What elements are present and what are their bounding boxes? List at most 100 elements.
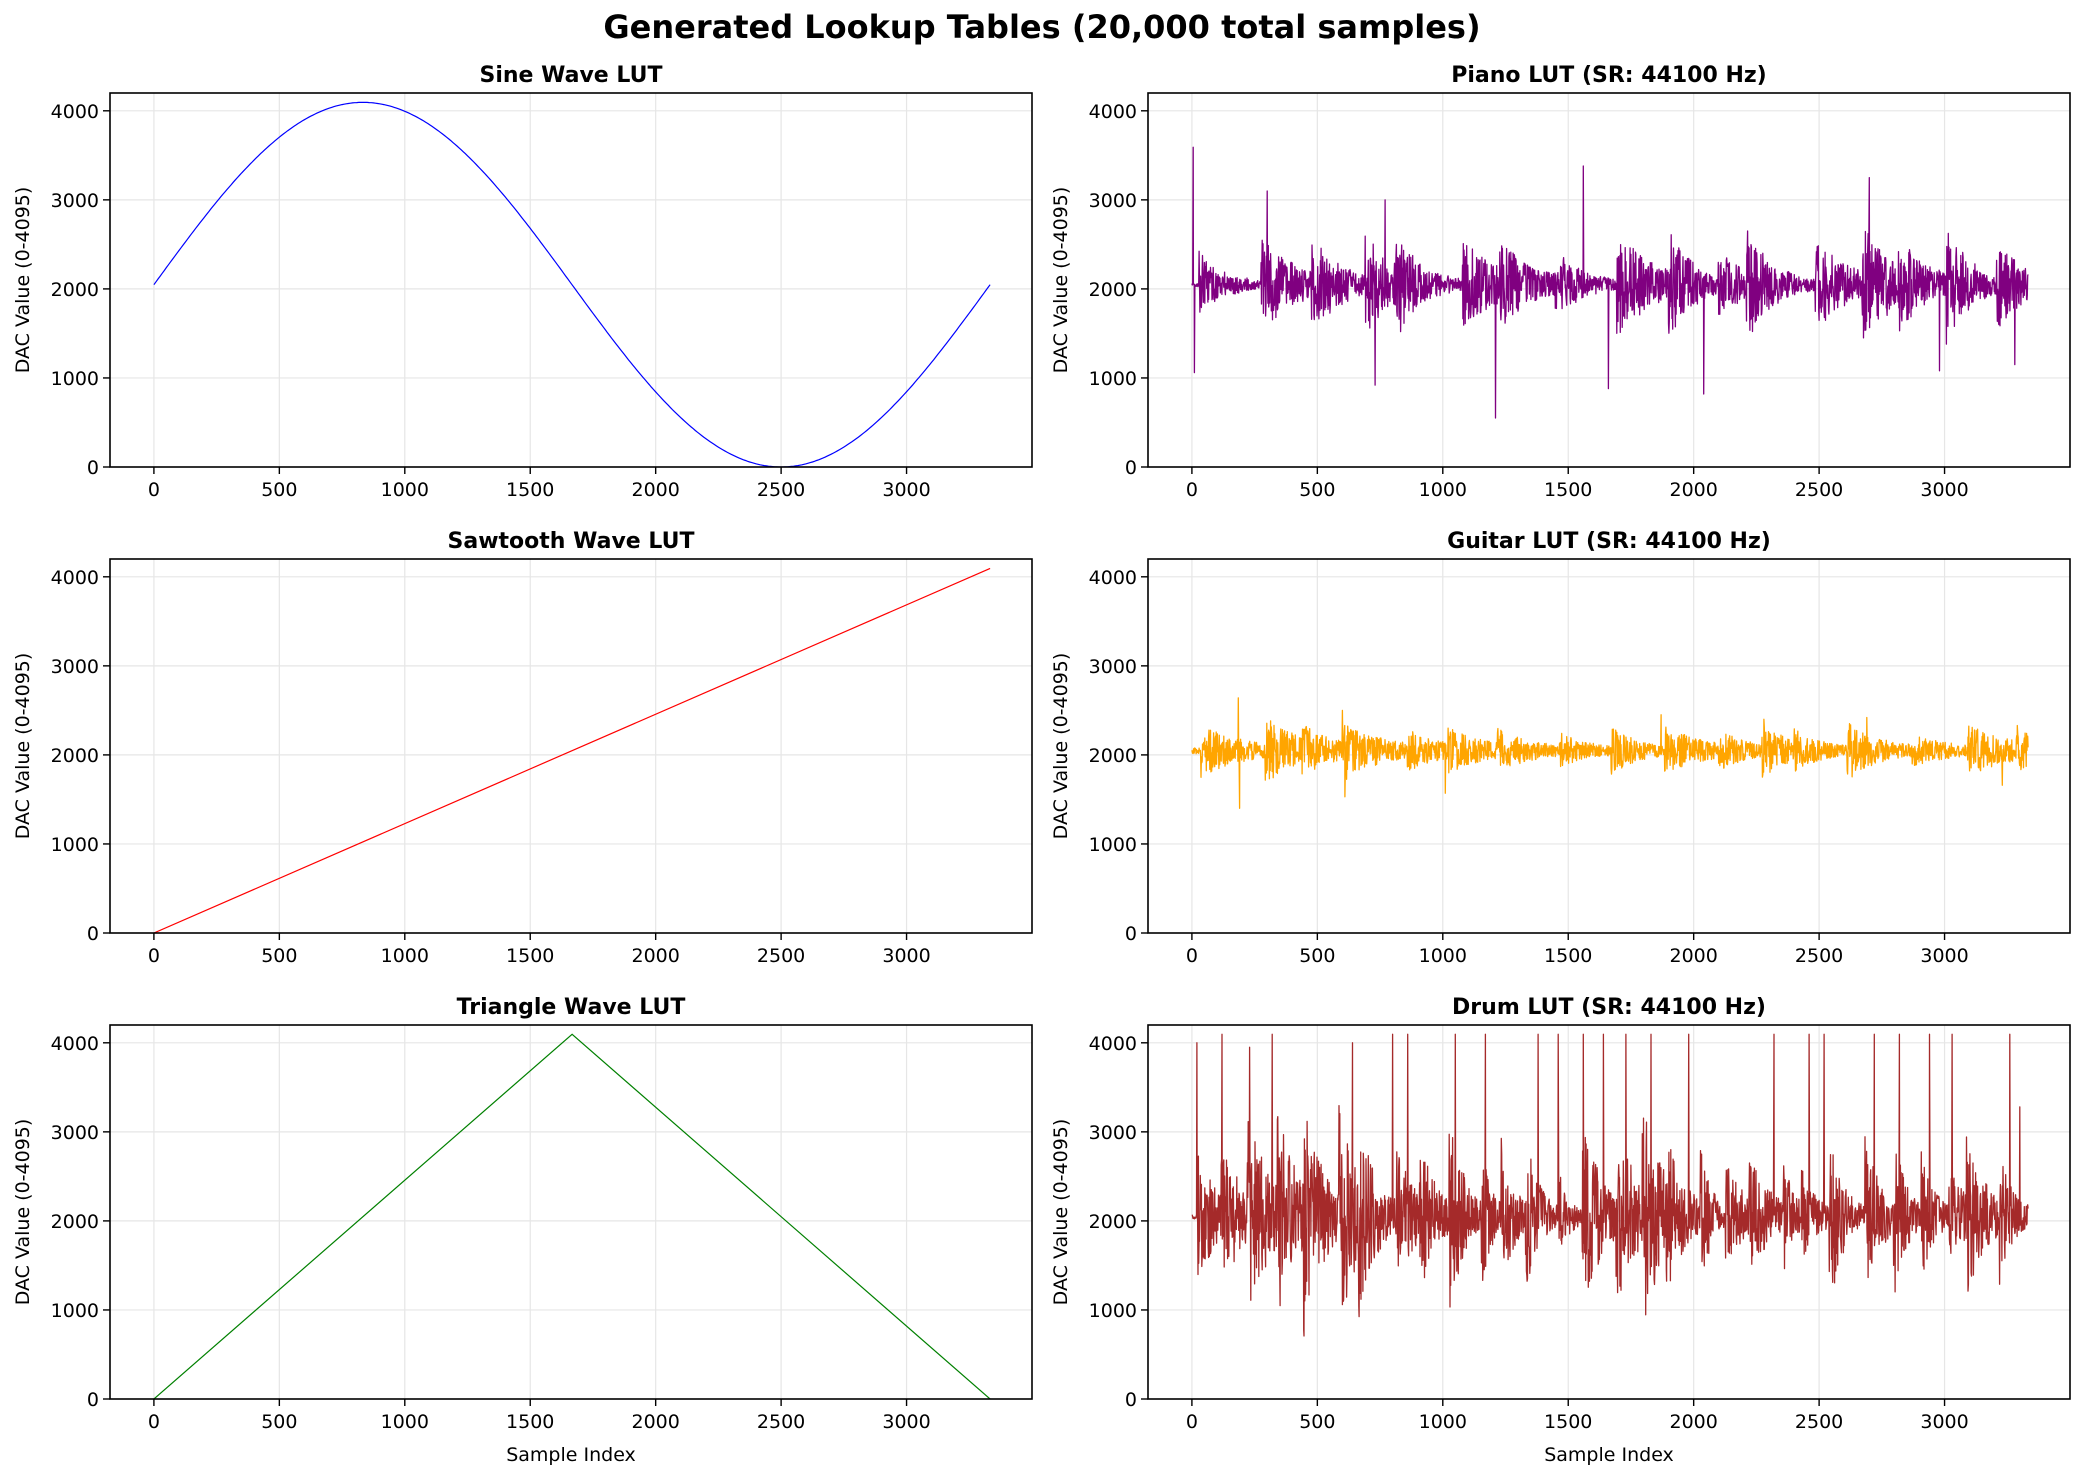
x-tick-label: 3000 [1920, 1411, 1968, 1433]
y-tick-label: 4000 [1089, 1033, 1137, 1055]
x-tick-label: 2000 [1669, 945, 1717, 967]
sawtooth-series-line [153, 567, 991, 933]
y-tick-label: 1000 [1089, 368, 1137, 390]
panel-title: Triangle Wave LUT [457, 995, 686, 1020]
panel-title: Sawtooth Wave LUT [448, 529, 695, 554]
panel-title: Piano LUT (SR: 44100 Hz) [1451, 63, 1766, 88]
y-tick-label: 0 [87, 1389, 99, 1411]
x-tick-label: 2500 [757, 1411, 805, 1433]
y-tick-label: 0 [1125, 1389, 1137, 1411]
x-tick-label: 2000 [631, 1411, 679, 1433]
x-tick-label: 1500 [506, 479, 554, 501]
y-axis-label: DAC Value (0-4095) [12, 1119, 34, 1306]
panel-sine: 0 500 1000 1500 2000 2500 3000 0 1000 2000 3000 400… [12, 63, 1033, 501]
x-tick-label: 500 [1299, 479, 1335, 501]
y-tick-label: 2000 [51, 1211, 99, 1233]
y-tick-label: 4000 [51, 567, 99, 589]
y-tick-label: 0 [87, 923, 99, 945]
x-tick-label: 500 [1299, 945, 1335, 967]
sine-series-line [153, 101, 991, 467]
y-tick-label: 3000 [51, 656, 99, 678]
triangle-series-line [153, 1033, 991, 1399]
y-tick-label: 2000 [51, 745, 99, 767]
axes-frame [109, 1024, 1033, 1400]
x-tick-label: 1000 [381, 479, 429, 501]
panel-triangle: 0 500 1000 1500 2000 2500 3000 0 1000 2000 3000 400… [12, 995, 1033, 1466]
x-tick-label: 1500 [1544, 1411, 1592, 1433]
axes-frame [1147, 1024, 2071, 1400]
x-tick-label: 3000 [1920, 479, 1968, 501]
y-axis-label: DAC Value (0-4095) [12, 653, 34, 840]
x-tick-label: 2000 [1669, 1411, 1717, 1433]
axes-frame [109, 558, 1033, 934]
x-tick-label: 3000 [882, 1411, 930, 1433]
y-tick-label: 3000 [1089, 1122, 1137, 1144]
x-tick-label: 1500 [506, 945, 554, 967]
y-tick-label: 0 [1125, 923, 1137, 945]
y-tick-label: 1000 [51, 1300, 99, 1322]
x-axis-label: Sample Index [1544, 1444, 1674, 1466]
x-tick-label: 1000 [381, 945, 429, 967]
x-tick-label: 0 [148, 945, 160, 967]
x-tick-label: 500 [261, 479, 297, 501]
x-tick-label: 2000 [631, 479, 679, 501]
y-tick-label: 4000 [51, 101, 99, 123]
x-tick-label: 2500 [1795, 945, 1843, 967]
x-tick-label: 3000 [882, 479, 930, 501]
y-tick-label: 1000 [1089, 834, 1137, 856]
x-tick-label: 2500 [1795, 1411, 1843, 1433]
x-tick-label: 1000 [1419, 1411, 1467, 1433]
x-tick-label: 1500 [506, 1411, 554, 1433]
y-axis-label: DAC Value (0-4095) [1050, 1119, 1072, 1306]
x-tick-label: 2500 [757, 945, 805, 967]
x-tick-label: 1500 [1544, 479, 1592, 501]
x-tick-label: 2500 [1795, 479, 1843, 501]
panel-title: Sine Wave LUT [480, 63, 663, 88]
y-tick-label: 2000 [1089, 279, 1137, 301]
x-tick-label: 1500 [1544, 945, 1592, 967]
guitar-series-line [1191, 697, 2029, 809]
y-tick-label: 3000 [1089, 656, 1137, 678]
x-tick-label: 500 [261, 1411, 297, 1433]
x-tick-label: 2000 [1669, 479, 1717, 501]
y-tick-label: 1000 [51, 834, 99, 856]
x-tick-label: 1000 [1419, 945, 1467, 967]
x-tick-label: 3000 [1920, 945, 1968, 967]
y-tick-label: 4000 [1089, 567, 1137, 589]
y-tick-label: 1000 [51, 368, 99, 390]
x-tick-label: 0 [148, 479, 160, 501]
drum-series-line [1191, 1033, 2029, 1337]
x-tick-label: 0 [148, 1411, 160, 1433]
axes-frame [1147, 558, 2071, 934]
axes-frame [1147, 92, 2071, 468]
panel-title: Guitar LUT (SR: 44100 Hz) [1447, 529, 1771, 554]
x-tick-label: 2000 [631, 945, 679, 967]
x-tick-label: 1000 [1419, 479, 1467, 501]
axes-frame [109, 92, 1033, 468]
x-tick-label: 500 [1299, 1411, 1335, 1433]
piano-series-line [1191, 146, 2029, 419]
y-tick-label: 3000 [1089, 190, 1137, 212]
y-tick-label: 0 [1125, 457, 1137, 479]
x-tick-label: 500 [261, 945, 297, 967]
y-tick-label: 3000 [51, 1122, 99, 1144]
y-tick-label: 2000 [1089, 1211, 1137, 1233]
y-tick-label: 3000 [51, 190, 99, 212]
y-tick-label: 2000 [1089, 745, 1137, 767]
x-tick-label: 2500 [757, 479, 805, 501]
y-axis-label: DAC Value (0-4095) [1050, 653, 1072, 840]
y-tick-label: 4000 [51, 1033, 99, 1055]
panel-drum: 0 500 1000 1500 2000 2500 3000 0 1000 2000 3000 400… [1050, 995, 2071, 1466]
y-tick-label: 0 [87, 457, 99, 479]
figure-title: Generated Lookup Tables (20,000 total sa… [603, 8, 1481, 46]
x-tick-label: 0 [1186, 1411, 1198, 1433]
panel-piano: 0 500 1000 1500 2000 2500 3000 0 1000 2000 3000 400… [1050, 63, 2071, 501]
x-tick-label: 1000 [381, 1411, 429, 1433]
y-tick-label: 1000 [1089, 1300, 1137, 1322]
x-tick-label: 3000 [882, 945, 930, 967]
y-axis-label: DAC Value (0-4095) [1050, 187, 1072, 374]
x-tick-label: 0 [1186, 479, 1198, 501]
y-tick-label: 2000 [51, 279, 99, 301]
y-tick-label: 4000 [1089, 101, 1137, 123]
